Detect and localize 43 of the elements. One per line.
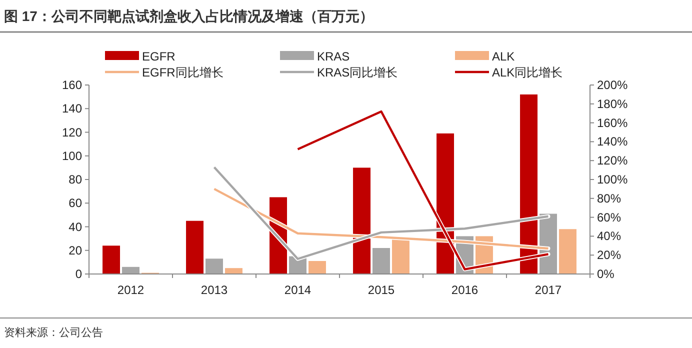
y2-tick-label: 140% — [597, 134, 628, 149]
legend-label: EGFR — [142, 50, 176, 64]
bar — [102, 246, 120, 274]
bar — [224, 268, 242, 274]
legend-label: EGFR同比增长 — [142, 66, 224, 80]
bar — [186, 220, 204, 274]
legend-label: KRAS — [317, 50, 350, 64]
x-tick-label: 2016 — [451, 283, 478, 297]
bar — [122, 266, 140, 274]
y-tick-label: 20 — [68, 243, 82, 258]
y2-tick-label: 120% — [597, 154, 628, 168]
chart-title: 图 17：公司不同靶点试剂盒收入占比情况及增速（百万元） — [4, 8, 374, 24]
legend-label: KRAS同比增长 — [317, 66, 398, 80]
x-tick-label: 2013 — [200, 283, 228, 297]
bar — [206, 258, 223, 274]
y-tick-label: 100 — [62, 148, 82, 163]
text: 资料来源：公司公告 — [4, 326, 103, 339]
y2-tick-label: 40% — [597, 229, 622, 244]
y2-tick-label: 80% — [597, 191, 622, 206]
bar — [558, 229, 576, 274]
y-tick-label: 80 — [68, 172, 82, 186]
bar — [308, 261, 326, 274]
y2-tick-label: 60% — [597, 210, 622, 224]
y-tick-label: 0 — [75, 267, 82, 281]
bar — [353, 168, 371, 274]
y2-tick-label: 180% — [597, 96, 628, 111]
x-tick-label: 2015 — [368, 283, 395, 297]
y-tick-label: 120 — [62, 125, 82, 140]
y2-tick-label: 0% — [597, 267, 615, 281]
legend-label: ALK同比增长 — [492, 66, 563, 80]
y2-tick-label: 160% — [597, 116, 628, 130]
legend-label: ALK — [492, 50, 515, 64]
x-tick-label: 2012 — [117, 283, 144, 297]
y2-tick-label: 20% — [597, 248, 622, 262]
y-tick-label: 40 — [68, 220, 82, 234]
x-tick-label: 2017 — [534, 283, 562, 297]
y-tick-label: 160 — [62, 78, 82, 92]
bar — [372, 248, 390, 274]
y2-tick-label: 100% — [597, 172, 628, 186]
y2-tick-label: 200% — [597, 78, 628, 92]
x-tick-label: 2014 — [284, 283, 312, 297]
y-tick-label: 60 — [68, 196, 82, 210]
y-tick-label: 140 — [62, 102, 82, 116]
